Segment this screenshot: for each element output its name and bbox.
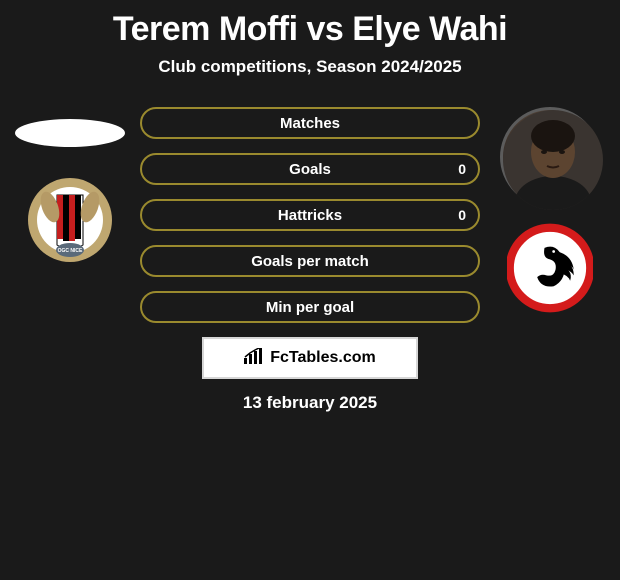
page-title: Terem Moffi vs Elye Wahi	[0, 10, 620, 49]
svg-text:OGC NICE: OGC NICE	[58, 248, 83, 254]
stat-bar: Matches	[140, 107, 480, 139]
stat-bar: Goals 0	[140, 153, 480, 185]
stat-label: Goals per match	[251, 253, 369, 270]
chart-icon	[244, 348, 264, 369]
player-right-photo	[500, 107, 600, 207]
stat-right-value: 0	[458, 161, 466, 177]
stat-bar: Min per goal	[140, 291, 480, 323]
stats-list: Matches Goals 0 Hattricks 0 Goals per ma…	[140, 107, 480, 323]
stat-bar: Goals per match	[140, 245, 480, 277]
page-subtitle: Club competitions, Season 2024/2025	[0, 57, 620, 77]
stat-label: Min per goal	[266, 299, 354, 316]
stat-label: Goals	[289, 161, 331, 178]
club-right-logo	[507, 225, 593, 311]
comparison-date: 13 february 2025	[0, 393, 620, 413]
attribution-text: FcTables.com	[270, 349, 376, 367]
stat-label: Hattricks	[278, 207, 342, 224]
club-left-logo: OGC NICE	[27, 177, 113, 263]
stat-right-value: 0	[458, 207, 466, 223]
stat-label: Matches	[280, 115, 340, 132]
player-left: OGC NICE	[10, 107, 130, 263]
comparison-row: OGC NICE Matches Goals 0 Hattricks 0 Goa…	[0, 107, 620, 323]
stat-bar: Hattricks 0	[140, 199, 480, 231]
player-left-photo	[15, 119, 125, 147]
player-right	[490, 107, 610, 311]
attribution-badge[interactable]: FcTables.com	[202, 337, 418, 379]
